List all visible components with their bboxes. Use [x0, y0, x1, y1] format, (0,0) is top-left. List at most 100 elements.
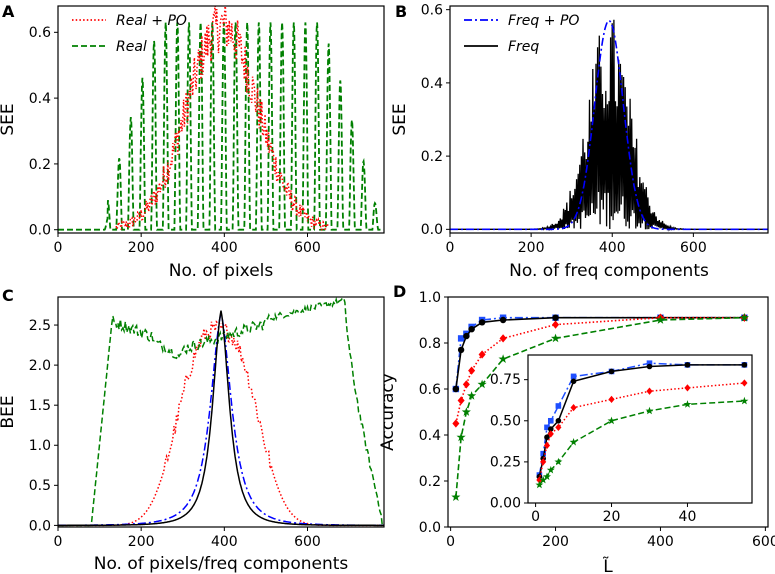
series-line-freq — [450, 19, 768, 232]
y-axis-label: BEE — [0, 395, 18, 428]
data-point-circle — [499, 316, 507, 324]
x-tick-label: 400 — [599, 240, 626, 256]
legend-label: Freq + PO — [508, 13, 579, 29]
inset-data-point-circle — [555, 417, 562, 424]
series-line-freq-po — [450, 19, 768, 231]
data-point-star — [467, 391, 477, 400]
inset-data-point-star — [539, 475, 548, 484]
x-axis-label: No. of pixels/freq components — [94, 554, 349, 574]
x-axis-label: L̃ — [603, 556, 613, 574]
inset-data-point-square — [547, 417, 554, 424]
inset-data-point-diamond — [684, 384, 691, 392]
y-tick-label: 0.00 — [490, 496, 521, 512]
inset-data-point-circle — [684, 362, 691, 368]
data-point-circle — [452, 385, 460, 393]
panel-label-a: A — [2, 2, 15, 21]
inset-data-point-star — [535, 480, 544, 489]
axes-frame — [57, 5, 385, 234]
x-tick-label: 600 — [294, 534, 321, 550]
inset-data-point-circle — [741, 362, 748, 368]
inset-data-point-star — [683, 400, 692, 408]
inset-data-point-circle — [608, 368, 615, 375]
x-tick-label: 20 — [603, 509, 621, 525]
data-point-diamond — [468, 366, 476, 375]
y-tick-label: 0.2 — [29, 157, 51, 173]
series-line-real — [58, 22, 384, 231]
y-tick-label: 2.0 — [29, 358, 51, 374]
data-point-diamond — [452, 419, 460, 428]
y-tick-label: 0.6 — [419, 382, 441, 398]
y-tick-label: 1.0 — [29, 438, 51, 454]
data-point-circle — [552, 314, 559, 321]
series-line-freq-po — [538, 362, 745, 476]
x-tick-label: 200 — [128, 240, 155, 256]
legend-label: Freq — [508, 39, 539, 55]
inset-data-point-square — [646, 360, 653, 367]
x-tick-label: 40 — [679, 509, 697, 525]
data-point-star — [461, 407, 471, 416]
y-tick-label: 0.4 — [419, 428, 441, 444]
y-tick-label: 1.0 — [419, 290, 441, 306]
inset-data-point-diamond — [646, 387, 653, 395]
x-tick-label: 600 — [680, 240, 707, 256]
x-tick-label: 0 — [531, 509, 540, 525]
series-line-real — [58, 297, 384, 527]
panel-c: 0 200 400 600 0.0 0.5 1.0 1.5 2.0 2.5 No. of pixel… — [0, 296, 385, 574]
panel-a: 0 200 400 600 0.0 0.2 0.4 0.6 No. of pixels SEE Re… — [0, 5, 385, 281]
inset-data-point-star — [546, 465, 555, 474]
y-tick-label: 0.0 — [419, 520, 441, 536]
data-point-diamond — [462, 380, 470, 389]
inset-data-point-circle — [646, 363, 653, 370]
inset-data-point-circle — [544, 434, 550, 441]
panel-b: 0 200 400 600 0.0 0.2 0.4 0.6 No. of freq compon… — [390, 3, 769, 281]
data-point-star — [498, 354, 508, 363]
y-tick-label: 0.4 — [29, 91, 51, 107]
x-axis-label: No. of pixels — [169, 261, 274, 281]
x-axis-label: No. of freq components — [509, 261, 709, 281]
inset-data-point-diamond — [570, 403, 577, 412]
x-tick-label: 0 — [54, 534, 63, 550]
data-point-star — [551, 333, 561, 343]
y-tick-label: 0.4 — [421, 76, 443, 92]
data-point-diamond — [499, 334, 507, 343]
data-point-circle — [463, 332, 470, 340]
y-tick-label: 0.0 — [29, 518, 51, 534]
x-tick-label: 400 — [647, 534, 674, 550]
y-tick-label: 0.8 — [419, 336, 441, 352]
inset-data-point-diamond — [741, 379, 748, 387]
x-tick-label: 200 — [542, 534, 569, 550]
y-tick-label: 0.5 — [29, 478, 51, 494]
y-tick-label: 0.0 — [421, 222, 443, 238]
data-point-circle — [478, 319, 486, 326]
data-point-star — [456, 432, 466, 442]
series-line-real-po — [115, 6, 329, 233]
series-line-real-po — [538, 382, 745, 481]
x-tick-label: 200 — [518, 240, 545, 256]
data-point-diamond — [457, 396, 465, 405]
inset-data-point-star — [543, 472, 551, 481]
axes-frame — [449, 5, 769, 234]
inset-data-point-square — [570, 373, 577, 380]
inset-data-point-diamond — [547, 430, 554, 438]
data-point-star — [477, 379, 487, 389]
series-line-freq — [58, 310, 384, 527]
y-axis-label: SEE — [390, 103, 410, 135]
y-tick-label: 0.75 — [490, 372, 521, 388]
inset-data-point-square — [540, 450, 546, 457]
inset-data-point-star — [554, 457, 563, 466]
inset-data-point-diamond — [555, 423, 562, 431]
data-point-star — [655, 315, 665, 324]
inset-data-point-diamond — [543, 441, 551, 450]
inset-background — [528, 355, 752, 503]
panel-label-b: B — [395, 2, 407, 21]
y-tick-label: 0.0 — [29, 223, 51, 239]
data-point-diamond — [552, 320, 560, 329]
series-line-real — [538, 400, 745, 486]
x-tick-label: 0 — [446, 534, 455, 550]
series-line-freq-po — [58, 312, 384, 527]
x-tick-label: 0 — [54, 240, 63, 256]
y-tick-label: 2.5 — [29, 318, 51, 334]
legend-label: Real + PO — [116, 13, 187, 29]
panel-label-c: C — [2, 286, 14, 305]
